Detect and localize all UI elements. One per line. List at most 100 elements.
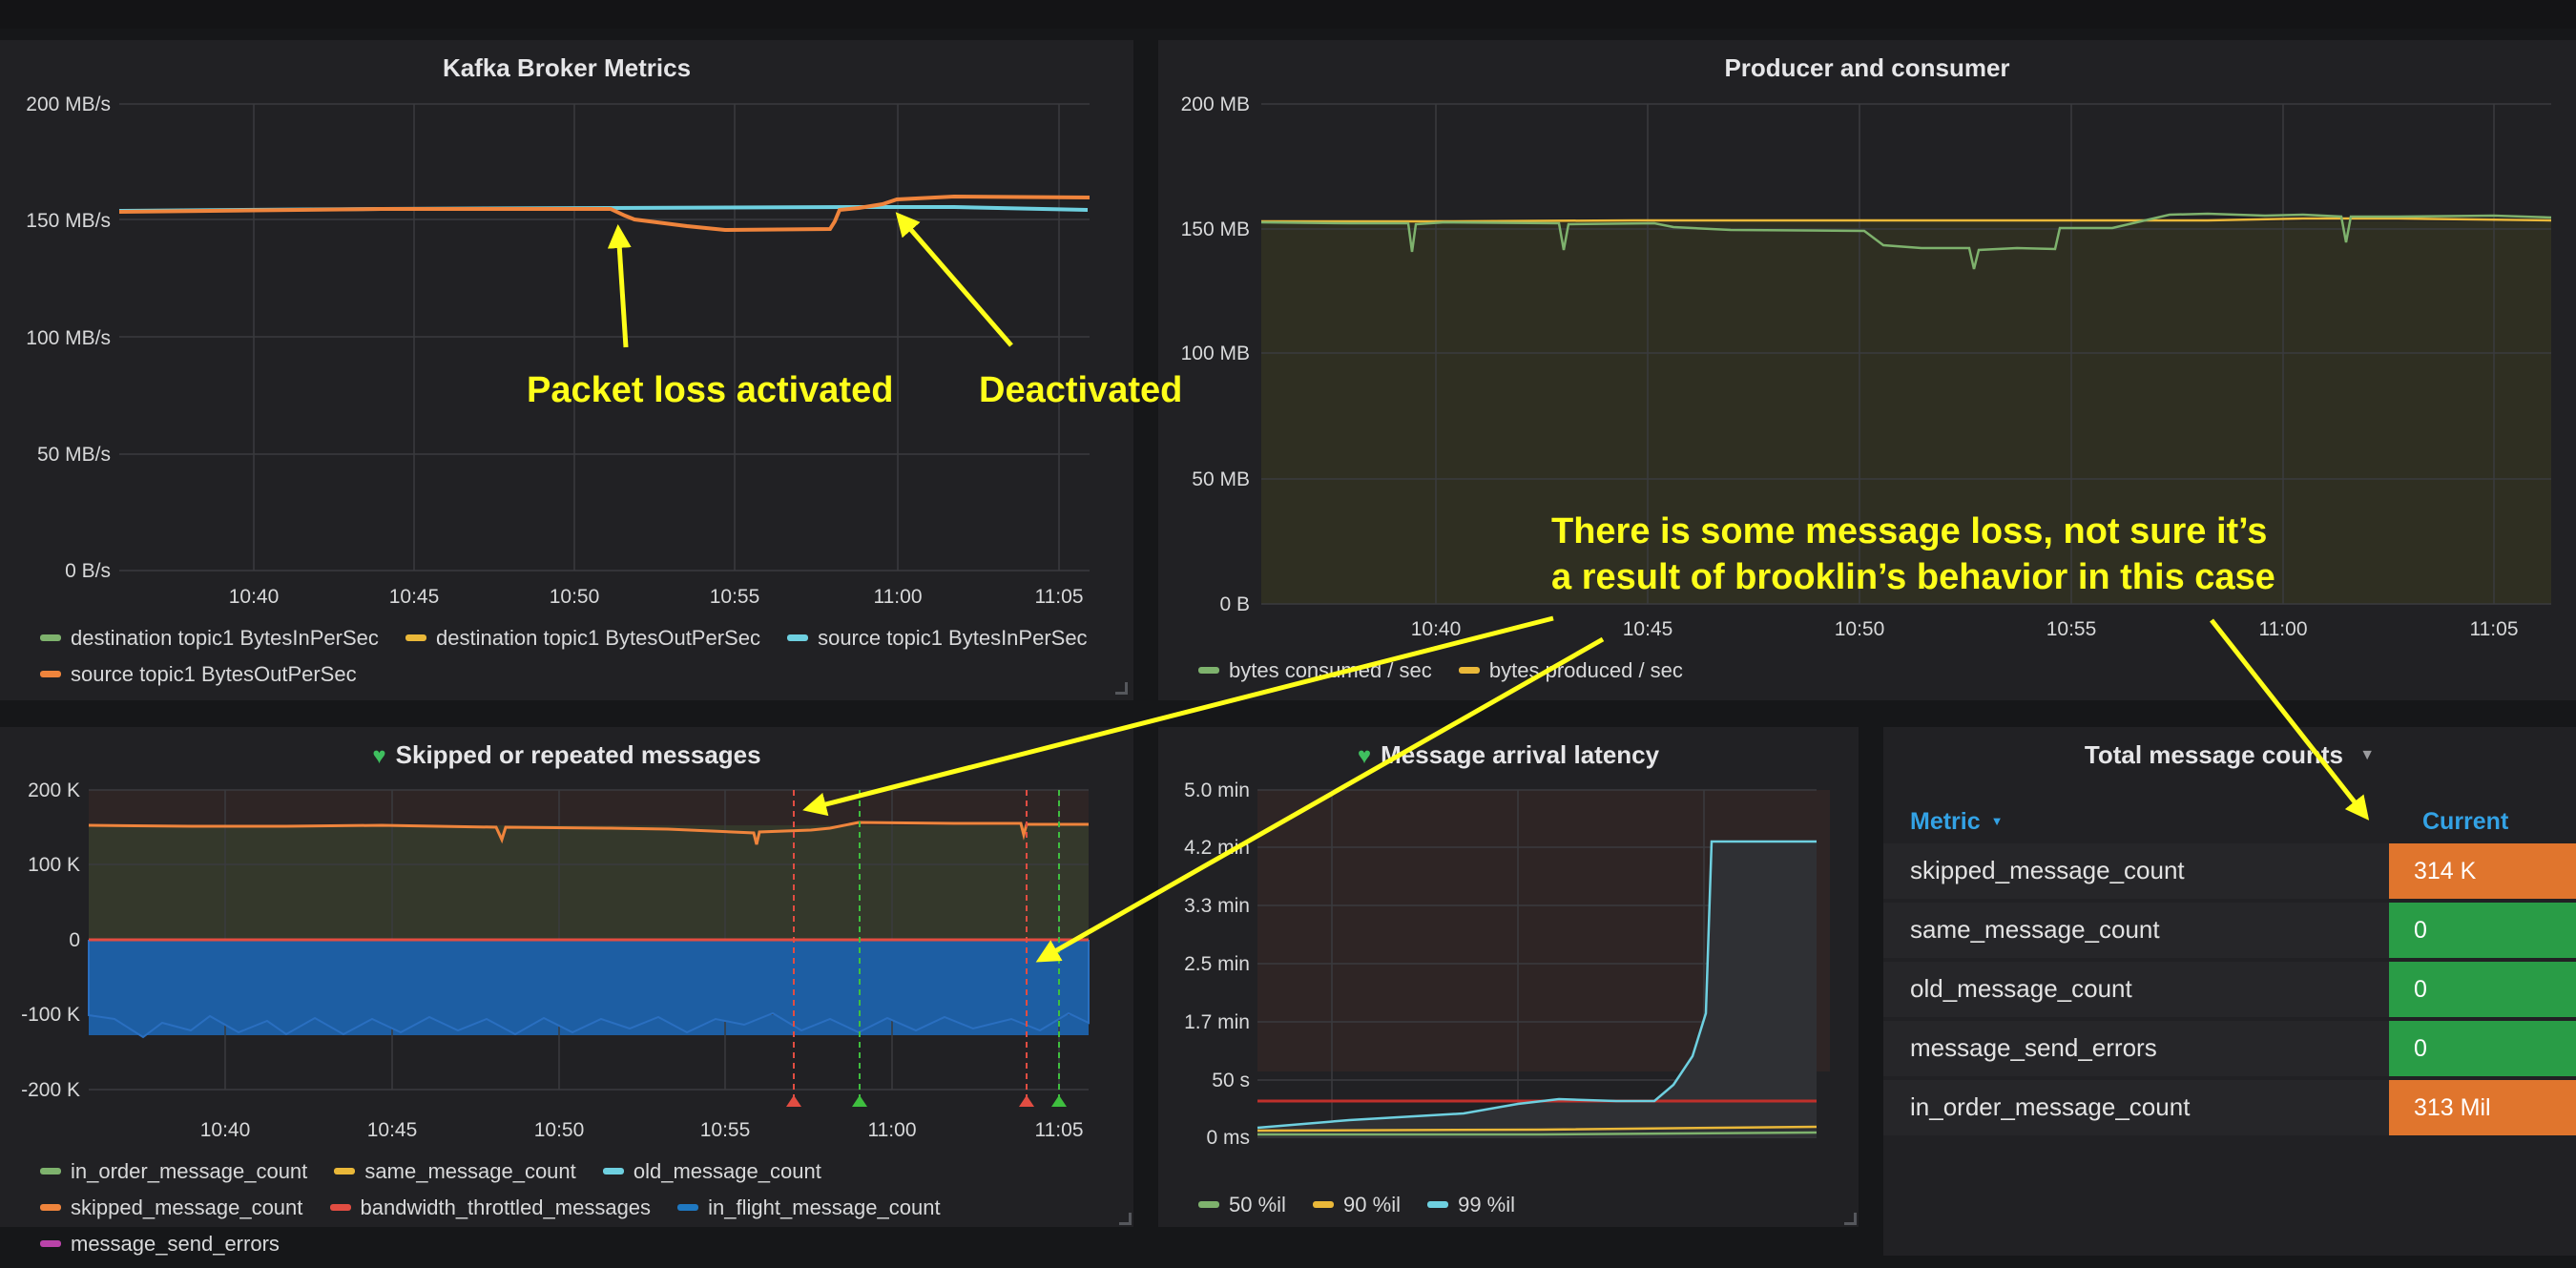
table-header: Metric ▼ Current	[1883, 796, 2576, 845]
panel-message-latency[interactable]: ♥ Message arrival latency 5.0 min 4.2 min …	[1158, 727, 1859, 1227]
legend-swatch	[330, 1204, 351, 1211]
table-row[interactable]: old_message_count 0	[1883, 962, 2576, 1017]
broker-chart: 200 MB/s 150 MB/s 100 MB/s 50 MB/s 0 B/s…	[0, 40, 1133, 613]
column-header-current[interactable]: Current	[2422, 808, 2508, 836]
y-tick: -100 K	[21, 1004, 80, 1026]
panel-total-message-counts[interactable]: Total message counts ▼ Metric ▼ Current …	[1883, 727, 2576, 1256]
metric-name: message_send_errors	[1910, 1033, 2157, 1063]
annotation-marker	[786, 1095, 801, 1107]
broker-legend: destination topic1 BytesInPerSec destina…	[40, 626, 1128, 698]
panel-producer-consumer[interactable]: Producer and consumer 200 MB 150 MB 100 …	[1158, 40, 2576, 700]
legend-swatch	[1427, 1201, 1448, 1208]
x-tick: 10:55	[700, 1119, 751, 1141]
panel-title[interactable]: Total message counts ▼	[1883, 740, 2576, 770]
legend-swatch	[677, 1204, 698, 1211]
annotation-deactivated: Deactivated	[979, 370, 1182, 411]
annotation-marker	[852, 1095, 867, 1107]
legend-item[interactable]: message_send_errors	[40, 1232, 280, 1257]
y-tick: 4.2 min	[1184, 837, 1250, 859]
legend-swatch	[40, 1204, 61, 1211]
column-header-metric[interactable]: Metric ▼	[1910, 808, 2003, 836]
x-tick: 11:00	[874, 586, 923, 608]
prodcons-legend: bytes consumed / sec bytes produced / se…	[1198, 658, 1704, 695]
y-tick: 1.7 min	[1184, 1011, 1250, 1033]
legend-swatch	[40, 1240, 61, 1247]
table-row[interactable]: in_order_message_count 313 Mil	[1883, 1080, 2576, 1135]
legend-swatch	[40, 634, 61, 641]
y-tick: 200 MB	[1181, 94, 1250, 115]
y-tick: 5.0 min	[1184, 780, 1250, 801]
x-tick: 11:05	[1035, 586, 1084, 608]
legend-swatch	[40, 1168, 61, 1174]
legend-item[interactable]: in_order_message_count	[40, 1159, 307, 1184]
metric-value: 314 K	[2389, 843, 2576, 899]
x-tick: 11:05	[2470, 618, 2519, 640]
annotation-marker	[1051, 1095, 1067, 1107]
x-tick: 10:45	[389, 586, 440, 608]
metric-value: 313 Mil	[2389, 1080, 2576, 1135]
annotation-message-loss-1: There is some message loss, not sure it’…	[1551, 511, 2267, 552]
legend-swatch	[1198, 667, 1219, 674]
resize-handle[interactable]	[1119, 1213, 1132, 1225]
x-tick: 10:40	[229, 586, 280, 608]
annotation-message-loss-2: a result of brooklin’s behavior in this …	[1551, 557, 2275, 598]
resize-handle[interactable]	[1844, 1213, 1857, 1225]
x-tick: 10:45	[1623, 618, 1673, 640]
legend-item[interactable]: source topic1 BytesOutPerSec	[40, 662, 357, 687]
legend-item[interactable]: 50 %il	[1198, 1193, 1286, 1217]
metric-name: same_message_count	[1910, 915, 2160, 945]
legend-swatch	[1198, 1201, 1219, 1208]
chevron-down-icon[interactable]: ▼	[2359, 747, 2375, 763]
latency-legend: 50 %il 90 %il 99 %il	[1198, 1193, 1536, 1229]
metric-value: 0	[2389, 1021, 2576, 1076]
legend-swatch	[334, 1168, 355, 1174]
legend-item[interactable]: bandwidth_throttled_messages	[330, 1195, 652, 1220]
skipped-legend: in_order_message_count same_message_coun…	[40, 1159, 1128, 1268]
table-row[interactable]: same_message_count 0	[1883, 903, 2576, 958]
table-row[interactable]: skipped_message_count 314 K	[1883, 843, 2576, 899]
legend-item[interactable]: 99 %il	[1427, 1193, 1515, 1217]
legend-item[interactable]: in_flight_message_count	[677, 1195, 940, 1220]
legend-item[interactable]: bytes produced / sec	[1459, 658, 1683, 683]
y-tick: 3.3 min	[1184, 895, 1250, 917]
legend-swatch	[405, 634, 426, 641]
y-tick: -200 K	[21, 1079, 80, 1101]
y-tick: 2.5 min	[1184, 953, 1250, 975]
y-tick: 50 MB	[1192, 468, 1250, 490]
panel-skipped-repeated[interactable]: ♥ Skipped or repeated messages 20	[0, 727, 1133, 1227]
metric-name: old_message_count	[1910, 974, 2132, 1004]
x-tick: 11:05	[1035, 1119, 1084, 1141]
metric-value: 0	[2389, 903, 2576, 958]
legend-swatch	[40, 671, 61, 677]
legend-item[interactable]: source topic1 BytesInPerSec	[787, 626, 1087, 651]
legend-item[interactable]: same_message_count	[334, 1159, 575, 1184]
y-tick: 200 MB/s	[26, 94, 111, 115]
legend-item[interactable]: skipped_message_count	[40, 1195, 302, 1220]
top-strip	[0, 0, 2576, 29]
y-tick: 0 ms	[1206, 1127, 1250, 1147]
legend-swatch	[603, 1168, 624, 1174]
legend-swatch	[787, 634, 808, 641]
annotation-marker	[1019, 1095, 1034, 1107]
y-tick: 0 B/s	[65, 560, 111, 582]
legend-swatch	[1459, 667, 1480, 674]
table-body: skipped_message_count 314 K same_message…	[1883, 843, 2576, 1149]
legend-item[interactable]: old_message_count	[603, 1159, 821, 1184]
y-tick: 0 B	[1219, 593, 1250, 615]
y-tick: 0	[69, 929, 80, 951]
legend-item[interactable]: 90 %il	[1313, 1193, 1401, 1217]
y-tick: 100 K	[28, 854, 80, 876]
table-row[interactable]: message_send_errors 0	[1883, 1021, 2576, 1076]
x-tick: 11:00	[2259, 618, 2308, 640]
legend-item[interactable]: bytes consumed / sec	[1198, 658, 1432, 683]
x-tick: 10:55	[2046, 618, 2097, 640]
x-tick: 10:50	[550, 586, 600, 608]
legend-item[interactable]: destination topic1 BytesOutPerSec	[405, 626, 760, 651]
resize-handle[interactable]	[1115, 682, 1128, 695]
x-tick: 10:40	[1411, 618, 1462, 640]
metric-name: skipped_message_count	[1910, 856, 2185, 885]
legend-item[interactable]: destination topic1 BytesInPerSec	[40, 626, 379, 651]
y-tick: 150 MB	[1181, 218, 1250, 240]
in-order-area	[89, 825, 1089, 940]
grid	[119, 104, 1090, 571]
